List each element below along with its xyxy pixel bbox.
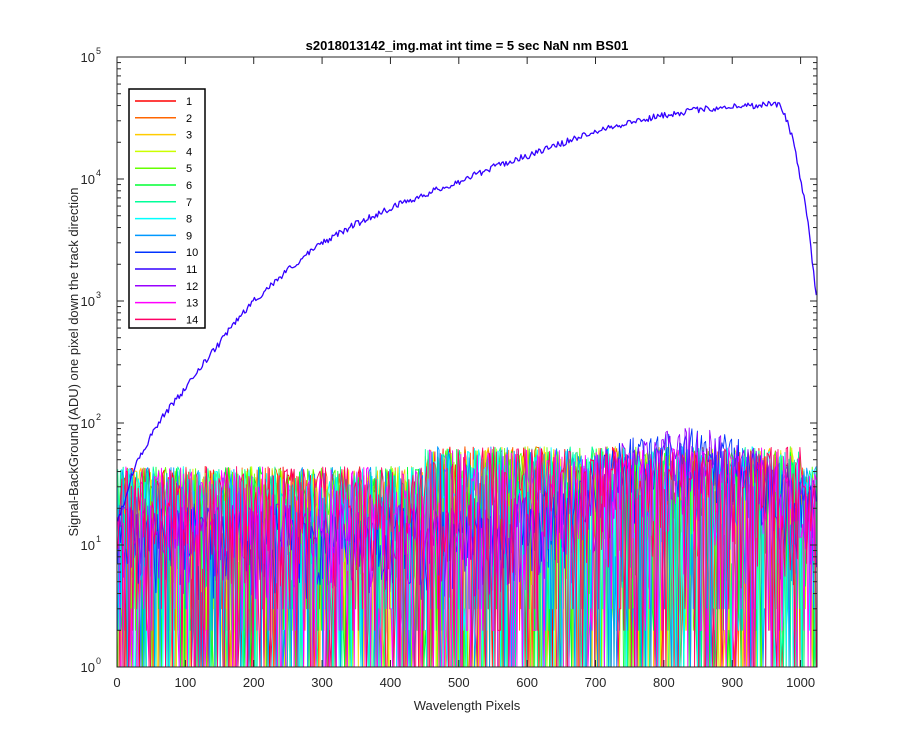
x-tick-label: 500 [448, 675, 470, 690]
series-line-13 [117, 446, 817, 667]
legend-label-1: 1 [186, 96, 192, 108]
y-axis-label: Signal-BackGround (ADU) one pixel down t… [66, 187, 81, 536]
legend-box [128, 88, 206, 329]
y-tick-label: 10 [81, 50, 95, 65]
chart-title: s2018013142_img.mat int time = 5 sec NaN… [306, 38, 629, 53]
series-line-14 [117, 446, 817, 667]
x-tick-label: 100 [175, 675, 197, 690]
x-tick-label: 1000 [786, 675, 815, 690]
y-tick-label: 10 [81, 538, 95, 553]
axes-box [116, 56, 818, 668]
y-tick-exponent: 3 [96, 290, 101, 300]
series-line-11 [117, 100, 817, 522]
legend-label-8: 8 [186, 214, 192, 226]
legend-label-14: 14 [186, 314, 198, 326]
legend-label-10: 10 [186, 247, 198, 259]
x-axis-label: Wavelength Pixels [414, 698, 521, 713]
x-tick-label: 600 [516, 675, 538, 690]
y-tick-exponent: 1 [96, 534, 101, 544]
y-tick-exponent: 0 [96, 656, 101, 666]
x-tick-label: 300 [311, 675, 333, 690]
series-layer [117, 100, 817, 667]
legend-label-9: 9 [186, 230, 192, 242]
y-tick-exponent: 4 [96, 168, 101, 178]
x-tick-label: 700 [585, 675, 607, 690]
x-tick-label: 200 [243, 675, 265, 690]
legend-label-6: 6 [186, 180, 192, 192]
legend-label-12: 12 [186, 281, 198, 293]
y-tick-label: 10 [81, 172, 95, 187]
legend-label-11: 11 [186, 264, 197, 276]
legend-label-2: 2 [186, 113, 192, 125]
y-tick-exponent: 5 [96, 46, 101, 56]
x-tick-label: 400 [380, 675, 402, 690]
legend-label-13: 13 [186, 298, 198, 310]
legend-label-4: 4 [186, 146, 192, 158]
series-line-12 [117, 427, 817, 601]
y-tick-label: 10 [81, 660, 95, 675]
legend-label-5: 5 [186, 163, 192, 175]
y-tick-label: 10 [81, 294, 95, 309]
legend-label-3: 3 [186, 130, 192, 142]
y-tick-exponent: 2 [96, 412, 101, 422]
x-tick-label: 0 [113, 675, 120, 690]
y-tick-label: 10 [81, 416, 95, 431]
x-tick-label: 800 [653, 675, 675, 690]
x-tick-label: 900 [721, 675, 743, 690]
legend-label-7: 7 [186, 197, 192, 209]
